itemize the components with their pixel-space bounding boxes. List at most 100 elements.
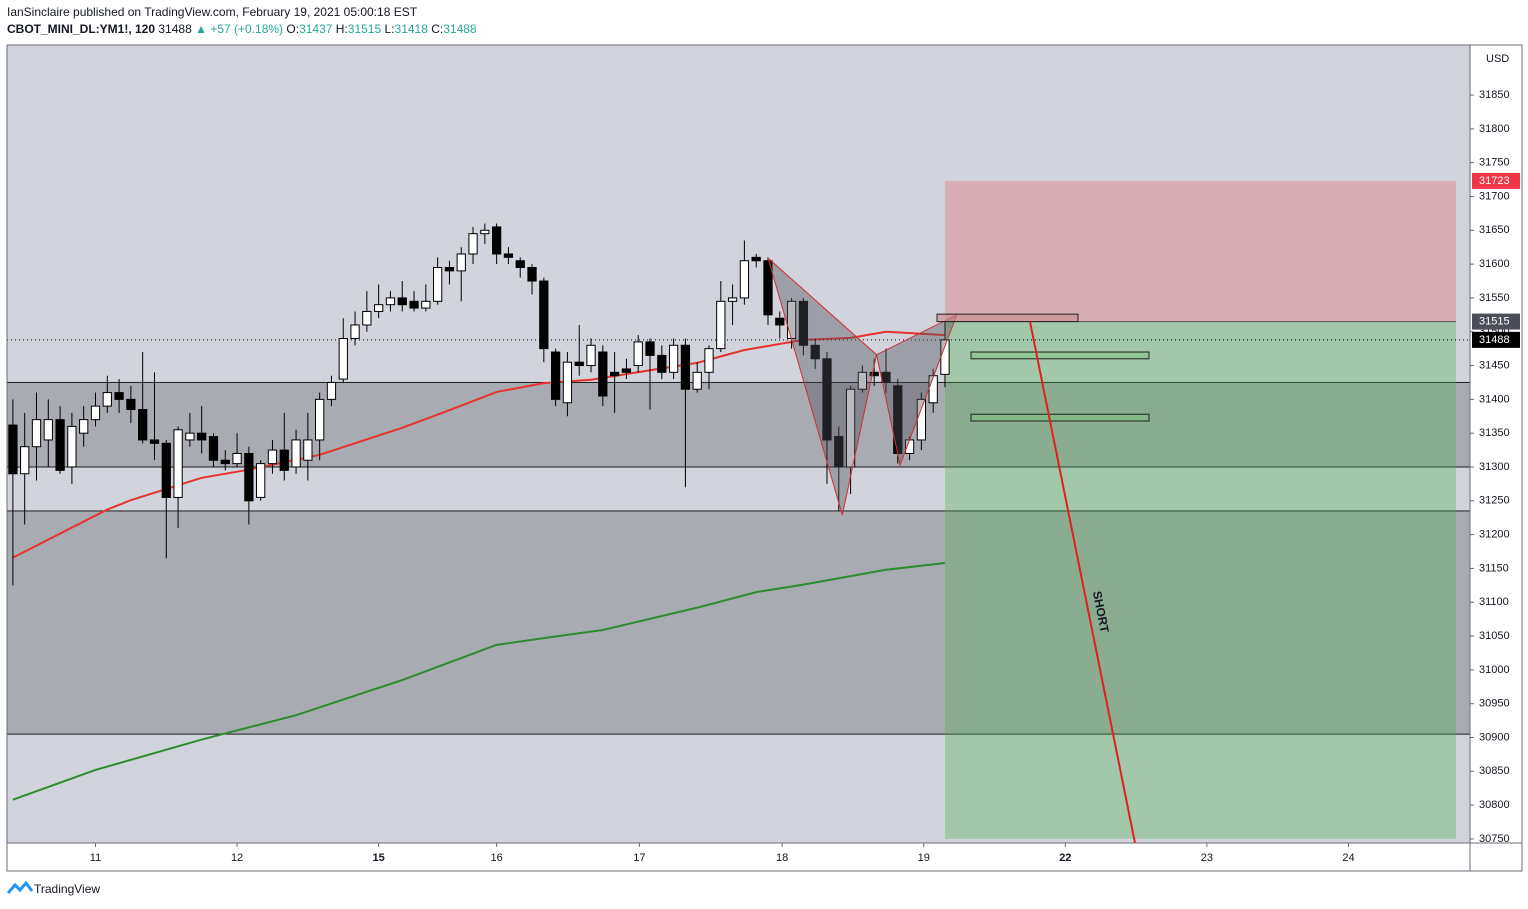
candle-body bbox=[480, 229, 490, 235]
candle-body bbox=[444, 266, 455, 272]
candle-body bbox=[562, 361, 573, 404]
candle-body bbox=[126, 398, 136, 411]
candle-body bbox=[244, 452, 254, 502]
price-label-bg bbox=[1472, 313, 1520, 330]
candle-body bbox=[857, 371, 868, 390]
candle-body bbox=[338, 338, 348, 380]
candle-body bbox=[456, 253, 466, 272]
x-tick-label: 12 bbox=[231, 852, 243, 864]
y-tick-label: 30900 bbox=[1479, 731, 1510, 743]
candle-body bbox=[692, 371, 702, 390]
candle-body bbox=[173, 429, 183, 498]
candle-body bbox=[503, 253, 514, 258]
zone bbox=[6, 510, 1471, 735]
price-label-bg bbox=[1472, 331, 1520, 348]
candle-body bbox=[727, 297, 738, 302]
y-tick-label: 31250 bbox=[1479, 495, 1510, 507]
y-tick-label: 31300 bbox=[1479, 461, 1510, 473]
y-tick-label: 31800 bbox=[1479, 123, 1510, 135]
candle-body bbox=[138, 409, 148, 441]
ohlc-value: 31437 bbox=[299, 22, 333, 36]
candle-body bbox=[775, 317, 785, 326]
x-tick-label: 18 bbox=[776, 852, 788, 864]
candle-body bbox=[315, 398, 325, 441]
candle-body bbox=[232, 452, 242, 465]
candle-body bbox=[822, 358, 832, 441]
y-tick-label: 31850 bbox=[1479, 89, 1510, 101]
candle-body bbox=[468, 233, 478, 255]
pattern-xab bbox=[767, 256, 878, 516]
y-tick-label: 31750 bbox=[1479, 157, 1510, 169]
symbol: CBOT_MINI_DL:YM1!, 120 bbox=[7, 22, 155, 36]
candle-body bbox=[185, 432, 195, 441]
stop-zone bbox=[944, 180, 1456, 322]
symbol-line: CBOT_MINI_DL:YM1!, 120 31488 ▲ +57 (+0.1… bbox=[7, 22, 477, 36]
y-tick-label: 31050 bbox=[1479, 630, 1510, 642]
candle-body bbox=[574, 361, 584, 367]
candle-body bbox=[763, 260, 773, 316]
candle-body bbox=[621, 368, 632, 373]
candle-body bbox=[267, 449, 278, 465]
candle-body bbox=[492, 226, 502, 255]
candle-body bbox=[716, 300, 726, 350]
plot: SHORT bbox=[6, 180, 1471, 844]
candle-body bbox=[31, 419, 42, 448]
candle-body bbox=[609, 371, 620, 377]
y-tick-label: 30850 bbox=[1479, 765, 1510, 777]
candle-body bbox=[515, 260, 525, 268]
ohlc-label: H: bbox=[336, 22, 348, 36]
pattern-bcd bbox=[875, 313, 958, 467]
y-tick-label: 31550 bbox=[1479, 292, 1510, 304]
candle-body bbox=[433, 266, 443, 302]
candle-body bbox=[90, 405, 101, 421]
y-tick-label: 31400 bbox=[1479, 393, 1510, 405]
ohlc-value: 31418 bbox=[395, 22, 429, 36]
candle-body bbox=[845, 388, 856, 468]
candle-body bbox=[397, 297, 407, 306]
y-tick-label: 30950 bbox=[1479, 698, 1510, 710]
candle-body bbox=[114, 392, 124, 400]
candle-body bbox=[149, 439, 160, 444]
x-tick-label: 16 bbox=[491, 852, 503, 864]
candle-body bbox=[539, 280, 549, 350]
candle-body bbox=[291, 439, 301, 468]
candle-body bbox=[385, 297, 396, 306]
price-label: 31515 bbox=[1479, 316, 1510, 328]
candle-body bbox=[739, 260, 750, 299]
y-tick-label: 31450 bbox=[1479, 359, 1510, 371]
drawn-box bbox=[970, 351, 1150, 360]
candle-body bbox=[704, 348, 714, 373]
candle-body bbox=[810, 344, 820, 360]
x-tick-label: 22 bbox=[1059, 852, 1071, 864]
arrow: ▲ bbox=[195, 22, 207, 36]
drawn-box bbox=[970, 413, 1150, 422]
candle-body bbox=[798, 300, 809, 346]
change: +57 (+0.18%) bbox=[210, 22, 283, 36]
candle-body bbox=[208, 436, 219, 461]
ohlc-value: 31488 bbox=[443, 22, 477, 36]
x-tick-label: 15 bbox=[373, 852, 385, 864]
candle-body bbox=[279, 449, 289, 471]
y-tick-label: 31100 bbox=[1479, 596, 1509, 608]
candle-body bbox=[409, 300, 419, 309]
candle-body bbox=[645, 341, 655, 356]
x-tick-label: 23 bbox=[1201, 852, 1213, 864]
y-tick-label: 31350 bbox=[1479, 427, 1510, 439]
price-label-bg bbox=[1472, 172, 1520, 189]
candle-body bbox=[79, 419, 89, 434]
candle-body bbox=[374, 304, 384, 312]
candle-body bbox=[8, 424, 18, 475]
candle-body bbox=[680, 344, 691, 390]
candle-body bbox=[326, 381, 337, 400]
x-tick-label: 19 bbox=[918, 852, 930, 864]
candle-body bbox=[869, 371, 879, 377]
x-tick-label: 24 bbox=[1342, 852, 1354, 864]
short-line bbox=[1029, 321, 1136, 844]
zone bbox=[6, 381, 1471, 468]
candle-body bbox=[102, 392, 112, 407]
candle-body bbox=[550, 351, 561, 400]
candle-body bbox=[421, 300, 431, 309]
candle-body bbox=[362, 310, 372, 326]
x-tick-label: 17 bbox=[633, 852, 645, 864]
